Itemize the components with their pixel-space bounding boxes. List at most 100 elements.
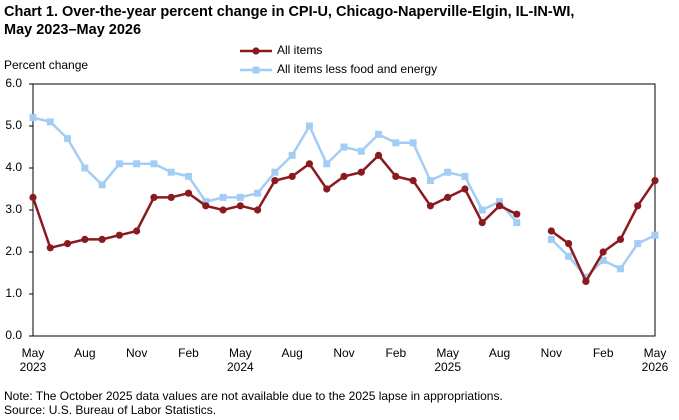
- x-tick-label: Feb: [178, 346, 199, 360]
- data-point: [374, 151, 383, 159]
- data-point: [202, 202, 210, 210]
- x-year-label: 2025: [434, 360, 461, 374]
- data-point: [29, 114, 37, 122]
- data-point: [64, 135, 72, 143]
- data-point: [392, 139, 400, 147]
- x-tick-label: Nov: [541, 346, 562, 360]
- data-point: [461, 172, 469, 180]
- data-point: [547, 227, 555, 235]
- data-point: [167, 168, 175, 176]
- source: Source: U.S. Bureau of Labor Statistics.: [4, 403, 216, 417]
- y-tick-label: 0.0: [5, 328, 22, 342]
- data-point: [444, 168, 452, 176]
- data-point: [288, 172, 296, 180]
- y-tick-label: 5.0: [5, 118, 22, 132]
- data-point: [478, 219, 486, 227]
- data-point: [357, 147, 365, 155]
- data-point: [375, 130, 383, 138]
- y-tick-label: 4.0: [5, 160, 22, 174]
- x-tick-label: Nov: [333, 346, 354, 360]
- legend-label: All items less food and energy: [277, 62, 437, 76]
- data-point: [634, 240, 642, 248]
- data-point: [582, 277, 590, 285]
- x-tick-label: May: [229, 346, 252, 360]
- data-point: [184, 189, 193, 197]
- y-tick-label: 3.0: [5, 202, 22, 216]
- x-tick-label: May: [644, 346, 667, 360]
- chart-title: May 2023–May 2026: [4, 22, 141, 38]
- data-point: [98, 181, 106, 189]
- data-point: [115, 160, 123, 168]
- data-point: [444, 193, 452, 201]
- data-point: [495, 202, 504, 210]
- data-point: [254, 206, 262, 214]
- data-point: [651, 231, 659, 239]
- x-year-label: 2026: [642, 360, 669, 374]
- x-tick-label: Aug: [281, 346, 302, 360]
- x-tick-label: Feb: [385, 346, 406, 360]
- data-point: [565, 240, 573, 248]
- data-point: [616, 235, 625, 243]
- data-point: [236, 193, 244, 201]
- series-line: [32, 116, 656, 280]
- data-point: [582, 273, 590, 281]
- data-point: [599, 248, 607, 256]
- data-point: [288, 151, 296, 159]
- data-point: [409, 177, 417, 185]
- data-point: [29, 193, 37, 201]
- data-point: [271, 177, 279, 185]
- data-point: [133, 160, 141, 168]
- data-point: [357, 168, 365, 176]
- legend-label: All items: [277, 43, 322, 57]
- x-tick-label: Nov: [126, 346, 147, 360]
- data-point: [565, 252, 573, 260]
- data-point: [461, 185, 469, 193]
- data-point: [185, 172, 192, 180]
- x-tick-label: Aug: [74, 346, 95, 360]
- x-tick-label: Aug: [489, 346, 510, 360]
- data-point: [81, 235, 89, 243]
- data-point: [513, 210, 521, 218]
- y-tick-label: 2.0: [5, 244, 22, 258]
- x-tick-label: May: [436, 346, 459, 360]
- data-point: [323, 160, 331, 168]
- data-point: [81, 164, 89, 172]
- data-point: [150, 193, 158, 201]
- plot-frame: [32, 83, 656, 337]
- data-point: [219, 193, 227, 201]
- x-year-label: 2023: [20, 360, 47, 374]
- data-point: [150, 160, 158, 168]
- y-tick-label: 1.0: [5, 286, 22, 300]
- data-point: [271, 168, 279, 176]
- data-point: [599, 256, 607, 264]
- data-point: [616, 265, 624, 273]
- y-tick-label: 6.0: [5, 76, 22, 90]
- data-point: [651, 177, 659, 185]
- data-point: [46, 244, 54, 252]
- data-point: [46, 118, 54, 126]
- data-point: [634, 202, 642, 210]
- x-tick-label: May: [22, 346, 45, 360]
- x-tick-label: Feb: [593, 346, 614, 360]
- data-point: [409, 139, 417, 147]
- legend-marker: [252, 66, 260, 74]
- data-point: [547, 235, 555, 243]
- data-point: [305, 160, 314, 168]
- data-point: [133, 227, 141, 235]
- data-point: [219, 206, 227, 214]
- data-point: [513, 219, 521, 227]
- data-point: [98, 235, 106, 243]
- data-point: [426, 202, 434, 210]
- data-point: [236, 202, 244, 210]
- data-point: [340, 143, 348, 151]
- chart-title: Chart 1. Over-the-year percent change in…: [4, 4, 574, 20]
- data-point: [340, 172, 348, 180]
- data-point: [392, 172, 400, 180]
- data-point: [254, 189, 262, 197]
- data-point: [496, 198, 503, 206]
- x-year-label: 2024: [227, 360, 254, 374]
- data-point: [167, 193, 175, 201]
- data-point: [323, 185, 331, 193]
- data-point: [202, 198, 210, 206]
